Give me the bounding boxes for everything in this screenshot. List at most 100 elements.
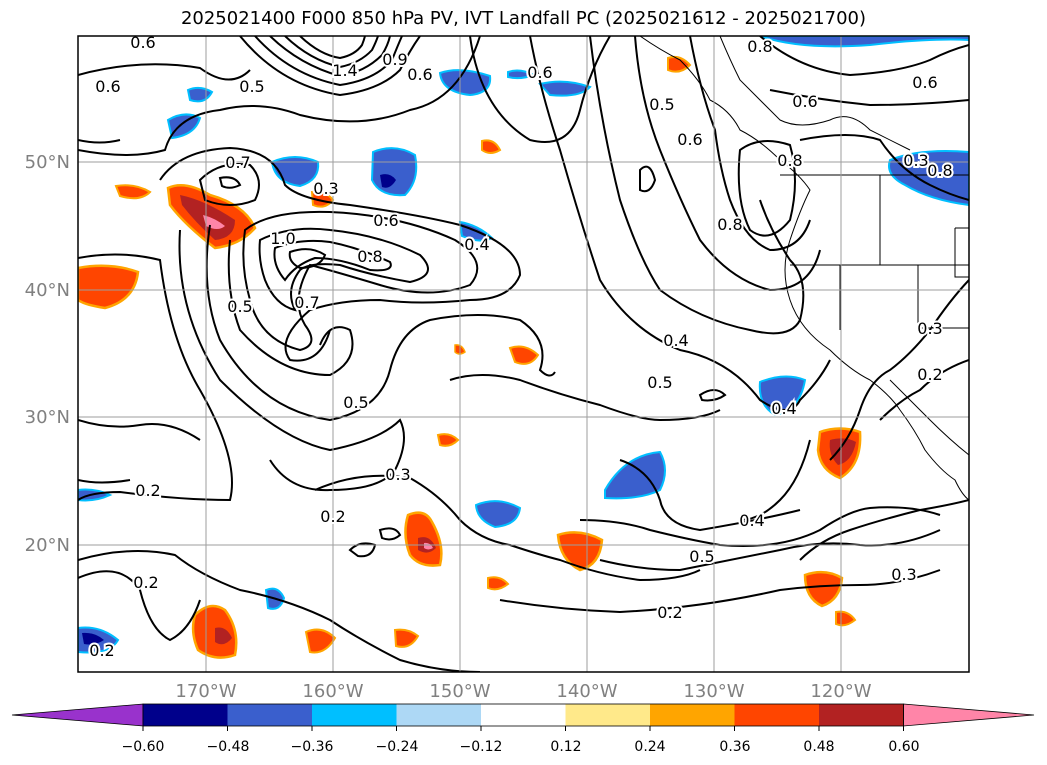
colorbar-segment <box>734 704 820 726</box>
positive-anomaly <box>508 345 540 365</box>
contour-label: 0.2 <box>320 507 345 526</box>
positive-anomaly-strong <box>829 438 856 465</box>
contour-label: 0.6 <box>792 92 817 111</box>
lon-tick-label: 140°W <box>556 681 617 702</box>
colorbar-segment <box>565 704 651 726</box>
negative-anomaly <box>507 69 537 80</box>
lat-tick-label: 50°N <box>25 152 70 173</box>
contour-label: 0.5 <box>647 373 672 392</box>
contour-label: 0.5 <box>649 95 674 114</box>
contour-label: 0.6 <box>912 73 937 92</box>
contour-label: 0.2 <box>917 365 942 384</box>
colorbar-tick-label: −0.36 <box>291 739 334 755</box>
positive-anomaly <box>556 531 604 572</box>
colorbar-tick-label: 0.60 <box>888 739 919 755</box>
contour-label: 0.2 <box>657 603 682 622</box>
lon-tick-label: 150°W <box>429 681 490 702</box>
contour-label: 0.6 <box>677 130 702 149</box>
contour-label: 0.5 <box>343 393 368 412</box>
positive-anomaly-max <box>203 215 225 229</box>
lat-tick-label: 20°N <box>25 535 70 556</box>
contour-label: 1.4 <box>332 61 357 80</box>
lon-tick-label: 120°W <box>810 681 871 702</box>
negative-anomaly <box>166 113 202 140</box>
lat-tick-label: 40°N <box>25 280 70 301</box>
contour-label: 0.6 <box>130 33 155 52</box>
contour-label: 0.8 <box>927 161 952 180</box>
colorbar-segment <box>396 704 482 726</box>
contour-label: 0.6 <box>407 65 432 84</box>
contour-label: 1.0 <box>270 229 295 248</box>
lon-tick-label: 130°W <box>683 681 744 702</box>
lon-tick-label: 170°W <box>175 681 236 702</box>
negative-anomaly <box>474 500 522 529</box>
colorbar-tick-label: −0.12 <box>460 739 503 755</box>
contour-label: 0.4 <box>739 511 764 530</box>
contour-label: 0.5 <box>689 547 714 566</box>
contour-label: 0.8 <box>747 37 772 56</box>
colorbar-tick-label: −0.48 <box>207 739 250 755</box>
colorbar-tick-label: 0.36 <box>719 739 750 755</box>
contour-label: 0.6 <box>95 77 120 96</box>
lon-tick-label: 160°W <box>302 681 363 702</box>
colorbar-segment <box>143 704 228 726</box>
contour-label: 0.2 <box>89 641 114 660</box>
colorbar-tick-label: 0.48 <box>803 739 834 755</box>
contour-label: 0.4 <box>464 235 489 254</box>
positive-anomaly <box>436 433 460 447</box>
filled-anomalies <box>78 36 969 659</box>
contour-label: 0.6 <box>373 211 398 230</box>
colorbar-extend-high <box>903 703 1035 727</box>
contour-label: 0.3 <box>313 179 338 198</box>
positive-anomaly <box>191 604 238 659</box>
contour-label: 0.6 <box>527 63 552 82</box>
colorbar-tick-label: 0.12 <box>550 739 581 755</box>
negative-anomaly <box>759 36 969 48</box>
contour-label: 0.7 <box>225 153 250 172</box>
contour-label: 0.8 <box>357 247 382 266</box>
colorbar-segment <box>227 704 313 726</box>
positive-anomaly-strong <box>215 627 232 645</box>
positive-anomaly <box>304 628 337 654</box>
colorbar-segment <box>650 704 735 726</box>
negative-anomaly <box>538 80 592 97</box>
colorbar-segment <box>819 704 904 726</box>
contour-label: 0.5 <box>239 77 264 96</box>
positive-anomaly <box>487 576 510 591</box>
map-frame <box>77 35 970 673</box>
positive-anomaly <box>803 570 844 608</box>
contour-label: 0.5 <box>227 297 252 316</box>
map-title: 2025021400 F000 850 hPa PV, IVT Landfall… <box>180 8 867 29</box>
negative-anomaly-core <box>380 174 396 188</box>
map-panel: 0.6 1.4 0.9 0.6 0.8 0.6 0.6 0.5 0.6 0.7 … <box>77 33 970 673</box>
contour-label: 0.4 <box>663 331 688 350</box>
colorbar-extend-low <box>11 703 144 727</box>
lat-tick-label: 30°N <box>25 407 70 428</box>
contour-label: 0.3 <box>385 465 410 484</box>
contour-label: 0.9 <box>382 50 407 69</box>
colorbar-segment <box>312 704 397 726</box>
positive-anomaly <box>667 55 692 73</box>
contour-label: 0.8 <box>777 151 802 170</box>
contour-label: 0.4 <box>771 399 796 418</box>
contour-labels: 0.6 1.4 0.9 0.6 0.8 0.6 0.6 0.5 0.6 0.7 … <box>87 33 954 662</box>
lat-tick-labels: 50°N 40°N 30°N 20°N <box>25 152 70 556</box>
colorbar <box>11 703 1035 731</box>
contour-label: 0.3 <box>903 151 928 170</box>
contour-label: 0.3 <box>917 319 942 338</box>
colorbar-tick-label: 0.24 <box>634 739 665 755</box>
colorbar-tick-label: −0.24 <box>376 739 419 755</box>
positive-anomaly <box>481 139 502 154</box>
gridlines <box>78 36 969 672</box>
contour-label: 0.2 <box>133 573 158 592</box>
contour-label: 0.3 <box>891 565 916 584</box>
positive-anomaly <box>114 184 152 200</box>
colorbar-segment <box>481 704 566 726</box>
contour-label: 0.7 <box>294 293 319 312</box>
negative-anomaly <box>370 147 418 197</box>
contour-label: 0.2 <box>135 481 160 500</box>
contour-label: 0.8 <box>717 215 742 234</box>
lon-tick-labels: 170°W 160°W 150°W 140°W 130°W 120°W <box>175 681 871 702</box>
colorbar-tick-labels: −0.60 −0.48 −0.36 −0.24 −0.12 0.12 0.24 … <box>122 739 920 755</box>
